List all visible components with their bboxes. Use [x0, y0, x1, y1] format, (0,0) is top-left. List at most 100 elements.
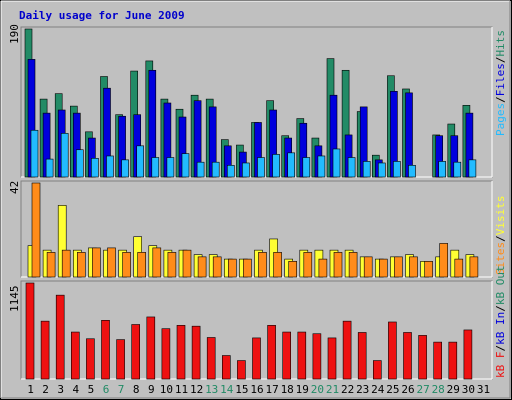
- legend-kb-in: kB In: [494, 312, 507, 345]
- x-tick-day-25: 25: [386, 383, 399, 396]
- visits-panel-sites-bar-day-14: [228, 258, 237, 278]
- kb-panel-kb-f-bar-day-7: [116, 339, 125, 380]
- x-tick-day-1: 1: [27, 383, 34, 396]
- hits-panel-pages-bar-day-25: [393, 161, 401, 178]
- x-tick-day-12: 12: [190, 383, 203, 396]
- kb-panel-kb-f-bar-day-17: [267, 325, 276, 380]
- x-tick-day-30: 30: [462, 383, 475, 396]
- x-tick-day-24: 24: [371, 383, 385, 396]
- visits-max-label: 42: [8, 181, 21, 194]
- legend-visits: Visits: [494, 196, 507, 236]
- legend-sites: Sites: [494, 242, 507, 275]
- x-tick-day-4: 4: [72, 383, 79, 396]
- visits-panel-sites-bar-day-29: [454, 258, 464, 278]
- visits-panel-sites-bar-day-20: [318, 258, 328, 278]
- hits-panel-pages-bar-day-5: [91, 158, 99, 178]
- visits-panel-sites-bar-day-11: [182, 249, 192, 278]
- legend-separator: /: [494, 345, 507, 352]
- x-tick-day-2: 2: [42, 383, 49, 396]
- kb-panel-kb-f-bar-day-19: [297, 331, 307, 380]
- visits-panel-sites-bar-day-27: [424, 261, 433, 278]
- visits-panel-sites-bar-day-9: [152, 247, 162, 278]
- x-tick-day-16: 16: [250, 383, 263, 396]
- visits-panel-sites-bar-day-13: [212, 256, 222, 278]
- kb-panel-kb-f-bar-day-9: [146, 316, 156, 380]
- x-tick-day-17: 17: [265, 383, 278, 396]
- legend-kb-out: kB Out: [494, 265, 507, 305]
- hits-panel-pages-bar-day-30: [468, 159, 477, 178]
- hits-panel-pages-bar-day-15: [242, 162, 250, 178]
- kb-panel-kb-f-bar-day-27: [418, 335, 427, 380]
- legend-kb-f: kB F: [494, 352, 507, 379]
- hits-panel-pages-bar-day-4: [76, 149, 84, 178]
- kb-panel-kb-f-bar-day-29: [448, 341, 458, 380]
- legend-pages: Pages: [494, 103, 507, 136]
- visits-panel-sites-bar-day-25: [394, 256, 403, 278]
- visits-panel-sites-bar-day-22: [348, 252, 358, 278]
- visits-panel-sites-bar-day-7: [122, 252, 131, 278]
- x-tick-day-21: 21: [326, 383, 339, 396]
- visits-legend: Sites/Visits: [494, 196, 507, 276]
- x-tick-day-27: 27: [416, 383, 429, 396]
- x-tick-day-22: 22: [341, 383, 354, 396]
- kb-max-label: 1145: [8, 286, 21, 313]
- kb-panel-kb-f-bar-day-4: [71, 331, 80, 380]
- kb-panel-kb-f-bar-day-18: [282, 331, 292, 380]
- x-tick-day-13: 13: [205, 383, 218, 396]
- kb-panel-kb-f-bar-day-30: [463, 329, 473, 380]
- kb-panel-kb-f-bar-day-15: [237, 360, 246, 380]
- visits-panel-sites-bar-day-23: [363, 256, 373, 278]
- x-tick-day-18: 18: [281, 383, 294, 396]
- legend-separator: /: [494, 235, 507, 242]
- hits-panel-pages-bar-day-12: [196, 161, 205, 178]
- visits-panel-sites-bar-day-17: [273, 252, 282, 278]
- hits-panel-pages-bar-day-19: [302, 157, 311, 178]
- visits-panel-sites-bar-day-1: [31, 182, 41, 278]
- hits-max-label: 190: [8, 24, 21, 44]
- chart-title: Daily usage for June 2009: [19, 9, 185, 22]
- legend-hits: Hits: [494, 30, 507, 57]
- x-tick-day-31: 31: [477, 383, 490, 396]
- kb-panel-kb-f-bar-day-21: [327, 337, 337, 380]
- visits-panel-sites-bar-day-8: [137, 252, 146, 278]
- x-tick-day-11: 11: [175, 383, 188, 396]
- hits-panel-pages-bar-day-13: [211, 161, 220, 178]
- x-tick-day-20: 20: [311, 383, 324, 396]
- hits-panel-pages-bar-day-22: [347, 157, 356, 178]
- kb-panel-kb-f-bar-day-12: [191, 325, 201, 380]
- hits-legend: Pages/Files/Hits: [494, 30, 507, 136]
- visits-panel-sites-bar-day-10: [167, 252, 177, 278]
- hits-panel-pages-bar-day-23: [362, 161, 371, 178]
- kb-panel-kb-f-bar-day-14: [222, 355, 231, 380]
- x-tick-day-8: 8: [133, 383, 140, 396]
- hits-panel-pages-bar-day-29: [453, 161, 462, 178]
- legend-hits-text: Pages/Files/Hits: [494, 30, 507, 136]
- visits-panel-sites-bar-day-21: [333, 252, 343, 278]
- kb-panel-kb-f-bar-day-10: [161, 328, 171, 380]
- hits-panel-pages-bar-day-8: [136, 145, 144, 178]
- x-tick-day-14: 14: [220, 383, 234, 396]
- x-tick-day-19: 19: [296, 383, 309, 396]
- hits-panel-pages-bar-day-16: [257, 157, 265, 178]
- x-tick-day-28: 28: [432, 383, 445, 396]
- visits-panel-sites-bar-day-15: [243, 258, 252, 278]
- visits-panel-sites-bar-day-6: [107, 247, 116, 278]
- hits-panel-pages-bar-day-28: [438, 161, 447, 178]
- legend-kb-text: kB F/kB In/kB Out: [494, 265, 507, 378]
- x-tick-day-15: 15: [235, 383, 248, 396]
- visits-panel-sites-bar-day-2: [46, 252, 56, 278]
- kb-panel-kb-f-bar-day-6: [101, 320, 110, 380]
- hits-panel-pages-bar-day-24: [377, 162, 386, 178]
- hits-panel-pages-bar-day-10: [166, 157, 175, 178]
- kb-panel-kb-f-bar-day-3: [55, 294, 65, 380]
- kb-panel-kb-f-bar-day-26: [403, 332, 412, 380]
- x-tick-day-7: 7: [118, 383, 125, 396]
- visits-panel-sites-bar-day-4: [77, 252, 86, 278]
- legend-files: Files: [494, 63, 507, 96]
- hits-panel-pages-bar-day-11: [181, 153, 190, 178]
- hits-panel-pages-bar-day-6: [106, 155, 114, 178]
- hits-panel-files-bar-day-26: [405, 92, 413, 178]
- kb-panel-kb-f-bar-day-25: [388, 321, 397, 380]
- kb-panel-kb-f-bar-day-24: [372, 360, 382, 380]
